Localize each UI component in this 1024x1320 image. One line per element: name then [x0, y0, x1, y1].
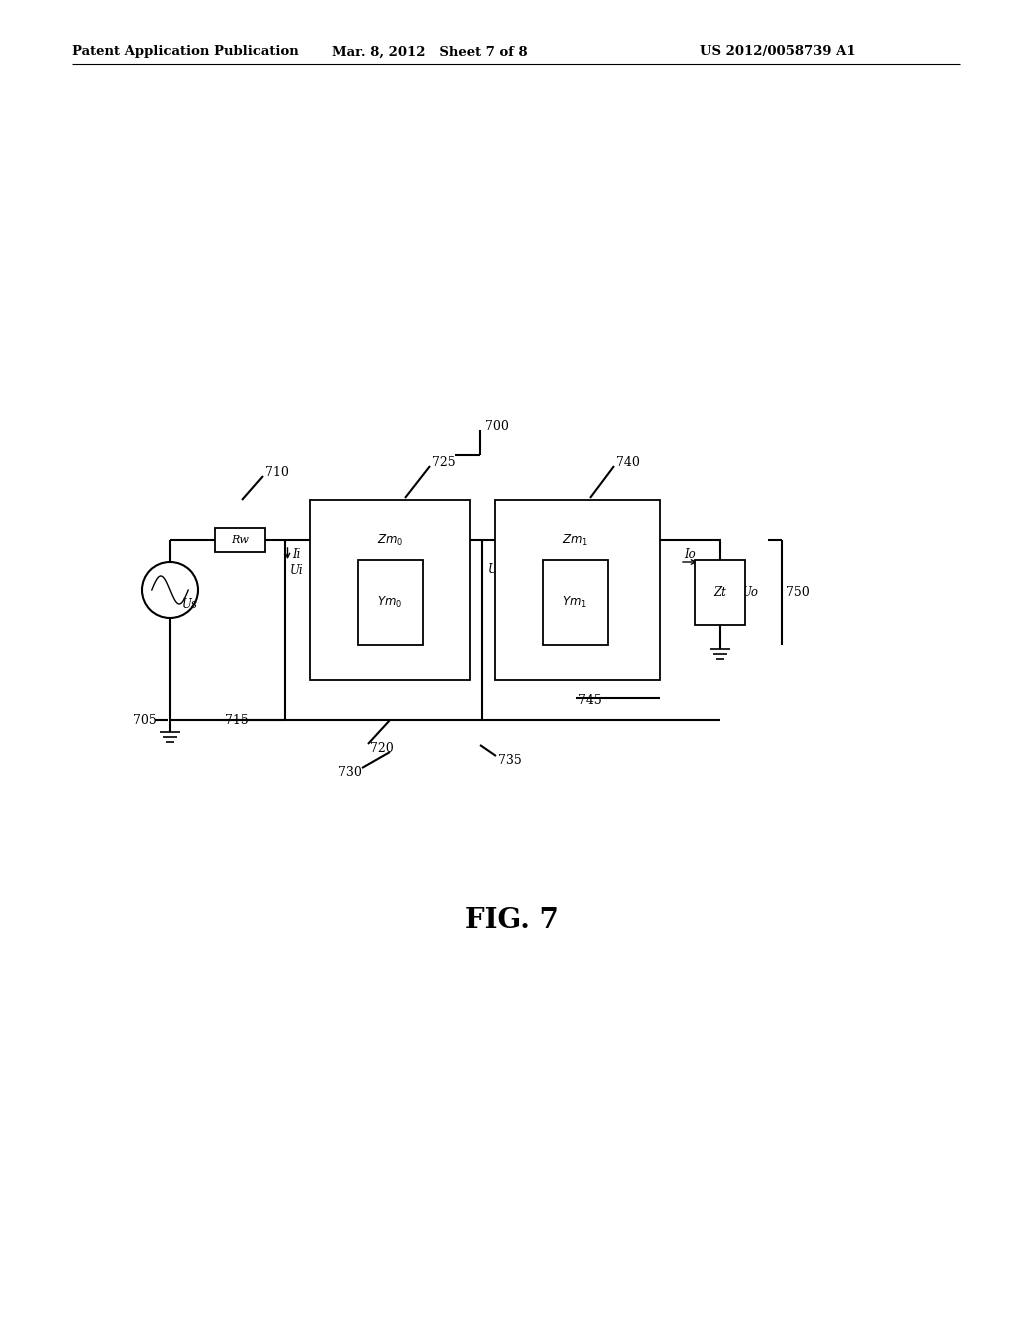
Text: Ii: Ii	[293, 548, 301, 561]
Text: 705: 705	[133, 714, 157, 726]
Text: 750: 750	[786, 586, 810, 599]
Text: Io: Io	[684, 548, 696, 561]
Text: $Zm_0$: $Zm_0$	[377, 532, 403, 548]
Bar	[357, 560, 423, 645]
Text: Mar. 8, 2012   Sheet 7 of 8: Mar. 8, 2012 Sheet 7 of 8	[332, 45, 527, 58]
Text: 720: 720	[370, 742, 394, 755]
Text: 745: 745	[578, 693, 602, 706]
Bar	[695, 560, 745, 624]
Bar	[543, 560, 607, 645]
Text: 700: 700	[485, 421, 509, 433]
Text: $Ym_0$: $Ym_0$	[378, 595, 402, 610]
Bar	[495, 500, 660, 680]
Text: Ui: Ui	[290, 564, 304, 577]
Text: FIG. 7: FIG. 7	[465, 907, 559, 933]
Text: 725: 725	[432, 455, 456, 469]
Text: Patent Application Publication: Patent Application Publication	[72, 45, 299, 58]
Text: Rw: Rw	[231, 535, 249, 545]
Text: 730: 730	[338, 766, 361, 779]
Bar	[350, 527, 430, 553]
Text: Zt: Zt	[714, 586, 726, 599]
Text: $Zm_1$: $Zm_1$	[562, 532, 588, 548]
Text: $Ym_1$: $Ym_1$	[562, 595, 588, 610]
Text: 710: 710	[265, 466, 289, 479]
Bar	[310, 500, 470, 680]
Text: Uo: Uo	[742, 586, 759, 599]
Text: U$_c$: U$_c$	[487, 562, 504, 578]
Text: Us: Us	[182, 598, 198, 611]
Text: US 2012/0058739 A1: US 2012/0058739 A1	[700, 45, 856, 58]
Text: 740: 740	[616, 455, 640, 469]
Bar	[215, 528, 265, 552]
Text: 715: 715	[225, 714, 249, 726]
Text: 735: 735	[498, 754, 522, 767]
Bar	[535, 527, 615, 553]
